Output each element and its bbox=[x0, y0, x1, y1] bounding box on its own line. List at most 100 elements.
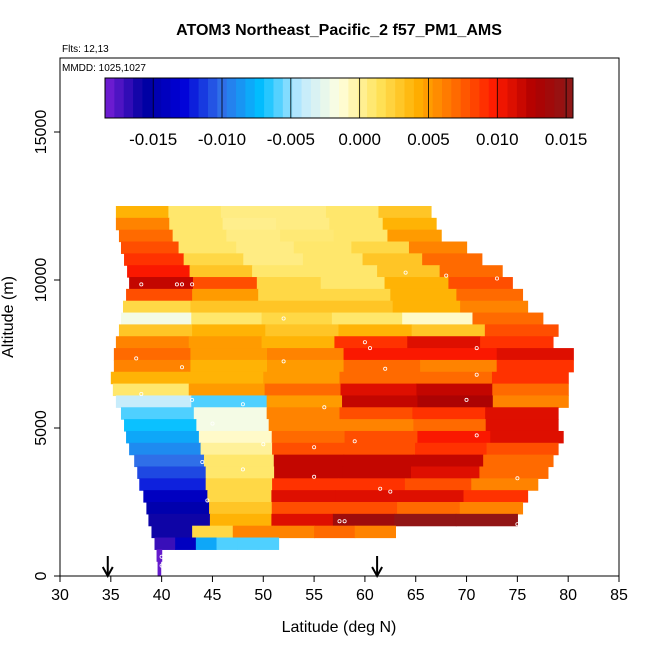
heatmap-band bbox=[151, 525, 396, 539]
heatmap-cell bbox=[460, 300, 529, 314]
heatmap-cell bbox=[325, 206, 380, 219]
heatmap-cell bbox=[314, 525, 356, 539]
colorbar-segment bbox=[198, 78, 209, 118]
point-marker bbox=[312, 474, 317, 479]
flights-label: Flts: 12,13 bbox=[62, 44, 109, 55]
heatmap-cell bbox=[384, 277, 450, 290]
point-marker bbox=[388, 489, 393, 494]
colorbar-segment bbox=[207, 78, 218, 118]
heatmap-cell bbox=[190, 300, 259, 314]
heatmap-cell bbox=[354, 525, 396, 539]
heatmap-cell bbox=[320, 277, 386, 290]
heatmap-band bbox=[156, 549, 163, 562]
heatmap-cell bbox=[302, 253, 364, 266]
heatmap-cell bbox=[407, 336, 481, 349]
heatmap-cell bbox=[154, 537, 176, 550]
colorbar-segment bbox=[441, 78, 452, 118]
heatmap-cell bbox=[115, 217, 170, 231]
heatmap-cell bbox=[335, 490, 401, 503]
heatmap-cell bbox=[271, 490, 337, 503]
heatmap-cell bbox=[411, 324, 486, 337]
heatmap-cell bbox=[410, 466, 481, 479]
heatmap-band bbox=[115, 206, 432, 219]
heatmap-cell bbox=[456, 288, 524, 302]
heatmap-cell bbox=[483, 454, 554, 468]
colorbar-tick-label: 0.000 bbox=[338, 130, 381, 149]
heatmap-cell bbox=[338, 478, 406, 491]
heatmap-cell bbox=[486, 442, 559, 456]
point-marker bbox=[362, 340, 367, 345]
point-marker bbox=[352, 439, 357, 444]
heatmap-band bbox=[146, 502, 524, 515]
point-marker bbox=[210, 421, 215, 426]
heatmap-cell bbox=[267, 359, 345, 373]
heatmap-cell bbox=[200, 442, 273, 456]
heatmap-cell bbox=[169, 217, 224, 231]
heatmap-cell bbox=[191, 395, 268, 408]
x-axis-label: Latitude (deg N) bbox=[282, 619, 397, 636]
heatmap-cell bbox=[272, 442, 345, 456]
heatmap-cell bbox=[120, 241, 180, 254]
heatmap-cell bbox=[175, 537, 197, 550]
heatmap-band bbox=[113, 359, 574, 373]
heatmap-cell bbox=[415, 442, 488, 456]
colorbar-segment bbox=[488, 78, 499, 118]
colorbar-segment bbox=[413, 78, 424, 118]
heatmap-cell bbox=[275, 217, 330, 231]
colorbar-segment bbox=[404, 78, 415, 118]
heatmap-cell bbox=[351, 241, 410, 254]
heatmap-cell bbox=[397, 502, 461, 515]
heatmap-cell bbox=[332, 513, 395, 527]
point-marker bbox=[474, 372, 479, 377]
colorbar-segment bbox=[254, 78, 265, 118]
colorbar-segment bbox=[367, 78, 377, 118]
colorbar-segment bbox=[236, 78, 246, 118]
heatmap-cell bbox=[188, 383, 266, 397]
colorbar-segment bbox=[245, 78, 256, 118]
heatmap-band bbox=[143, 490, 529, 503]
colorbar-segment bbox=[179, 78, 190, 118]
colorbar-segment bbox=[535, 78, 546, 118]
heatmap-band bbox=[115, 336, 554, 349]
heatmap-layer bbox=[110, 206, 574, 577]
heatmap-cell bbox=[408, 241, 468, 254]
heatmap-cell bbox=[342, 395, 419, 408]
heatmap-cell bbox=[325, 300, 394, 314]
point-marker bbox=[464, 397, 469, 402]
heatmap-band bbox=[127, 265, 503, 278]
colorbar-segment bbox=[114, 78, 125, 118]
point-marker bbox=[383, 366, 388, 371]
colorbar-segment bbox=[385, 78, 396, 118]
heatmap-cell bbox=[148, 513, 211, 527]
mmdd-label: MMDD: 1025,1027 bbox=[62, 63, 146, 74]
point-marker bbox=[378, 486, 383, 491]
colorbar-segment bbox=[133, 78, 143, 118]
colorbar-segment bbox=[161, 78, 172, 118]
heatmap-cell bbox=[120, 312, 192, 325]
colorbar-segment bbox=[282, 78, 293, 118]
colorbar-segment bbox=[151, 78, 162, 118]
heatmap-cell bbox=[341, 419, 414, 432]
heatmap-band bbox=[126, 430, 564, 444]
latitude-arrow bbox=[101, 556, 114, 579]
heatmap-band bbox=[126, 288, 524, 302]
heatmap-cell bbox=[415, 371, 493, 385]
colorbar-segment bbox=[264, 78, 274, 118]
colorbar-tick-label: -0.015 bbox=[129, 130, 177, 149]
heatmap-cell bbox=[324, 288, 391, 302]
heatmap-cell bbox=[343, 454, 414, 468]
colorbar-tick-label: -0.010 bbox=[198, 130, 246, 149]
colorbar-segment bbox=[301, 78, 312, 118]
heatmap-cell bbox=[257, 300, 326, 314]
heatmap-cell bbox=[265, 324, 340, 337]
heatmap-cell bbox=[344, 430, 419, 444]
heatmap-cell bbox=[343, 359, 421, 373]
colorbar: -0.015 -0.010 -0.005 0.000 0.005 0.010 0.015 bbox=[104, 77, 587, 149]
colorbar-segment bbox=[460, 78, 471, 118]
heatmap-cell bbox=[188, 336, 263, 349]
heatmap-cell bbox=[273, 206, 327, 219]
heatmap-band bbox=[110, 371, 569, 385]
heatmap-cell bbox=[485, 407, 559, 420]
colorbar-segment bbox=[329, 78, 340, 118]
point-marker bbox=[281, 359, 286, 364]
